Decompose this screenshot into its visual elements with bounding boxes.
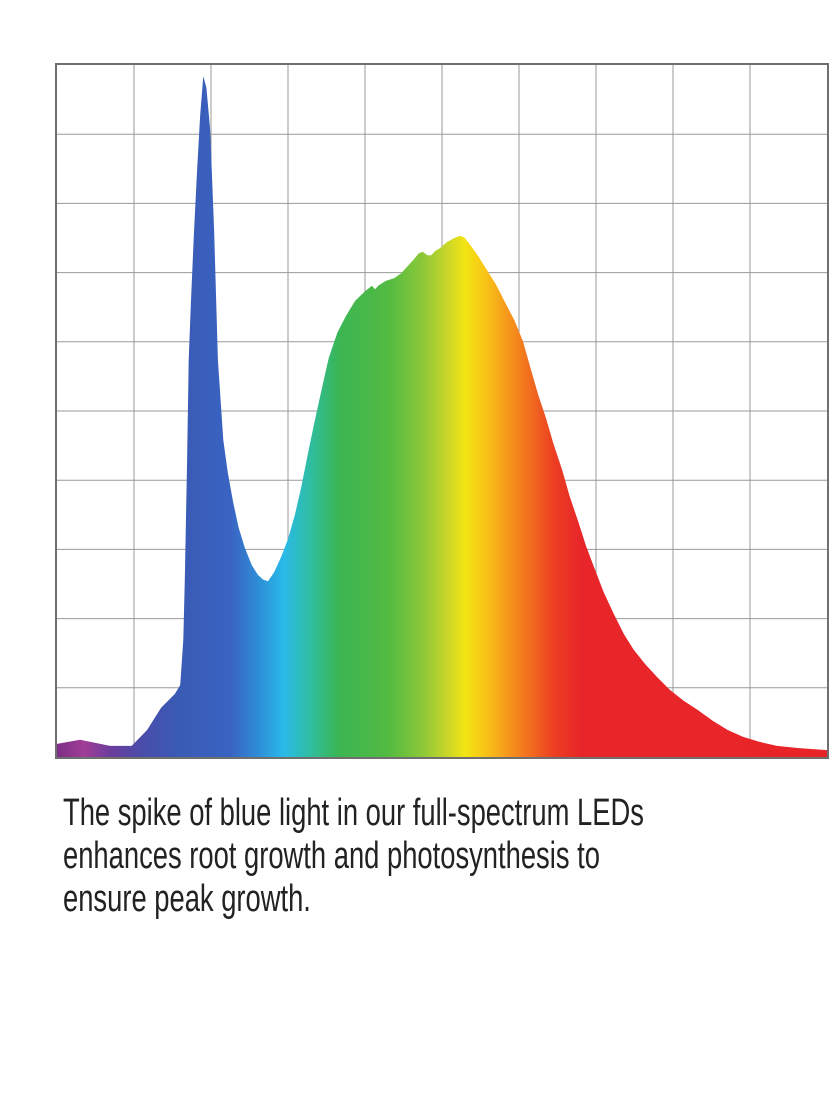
caption-line-1: The spike of blue light in our full-spec… — [63, 792, 644, 834]
caption-line-3: ensure peak growth. — [63, 878, 311, 920]
caption-line-2: enhances root growth and photosynthesis … — [63, 835, 600, 877]
caption: The spike of blue light in our full-spec… — [63, 792, 823, 921]
spectrum-area — [57, 76, 827, 757]
spectrum-chart-canvas — [57, 65, 827, 757]
spectrum-chart — [55, 63, 829, 759]
